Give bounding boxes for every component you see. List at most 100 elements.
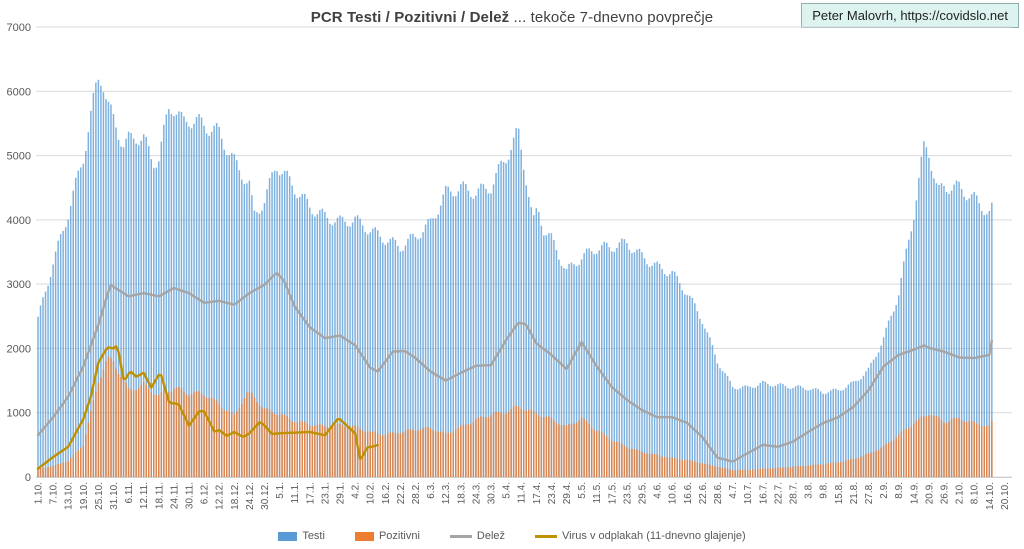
pozitivni-bar <box>57 464 59 477</box>
pozitivni-bar <box>72 454 74 477</box>
testi-bar <box>724 373 726 477</box>
pozitivni-bar <box>475 419 477 477</box>
testi-bar <box>593 254 595 477</box>
testi-bar <box>744 385 746 477</box>
pozitivni-bar <box>950 419 953 477</box>
testi-bar <box>986 214 988 477</box>
testi-bar <box>623 239 626 477</box>
pozitivni-bar <box>759 468 762 477</box>
testi-bar <box>286 170 288 477</box>
testi-bar <box>819 391 822 477</box>
pozitivni-bar <box>855 458 857 477</box>
testi-bar <box>802 387 804 477</box>
pozitivni-bar <box>774 468 777 477</box>
pozitivni-bar <box>286 416 288 477</box>
testi-bar <box>160 141 163 478</box>
testi-bar <box>726 376 729 477</box>
testi-bar <box>938 184 940 477</box>
pozitivni-bar <box>142 382 145 477</box>
testi-bar <box>847 384 850 477</box>
testi-bar <box>364 231 366 477</box>
delez-line <box>36 271 994 463</box>
testi-bar <box>241 179 243 478</box>
testi-bar <box>379 236 382 477</box>
pozitivni-bar <box>392 432 394 477</box>
pozitivni-bar <box>462 424 465 477</box>
pozitivni-bar <box>507 411 510 477</box>
pozitivni-bar <box>432 430 434 477</box>
pozitivni-bar <box>789 467 792 477</box>
pozitivni-bar <box>923 416 925 477</box>
testi-bar <box>955 180 958 477</box>
pozitivni-bar <box>100 377 102 477</box>
testi-bar <box>900 277 902 477</box>
testi-bar <box>351 222 354 477</box>
testi-bar <box>47 285 49 477</box>
testi-bar <box>203 125 205 477</box>
pozitivni-bar <box>334 424 336 477</box>
testi-bar <box>220 138 223 477</box>
pozitivni-bar <box>784 467 787 477</box>
testi-bar <box>377 230 379 477</box>
pozitivni-bar <box>533 410 535 477</box>
pozitivni-bar <box>827 463 829 477</box>
pozitivni-bar <box>626 447 628 477</box>
pozitivni-bar <box>817 464 819 477</box>
x-tick-label: 3.8. <box>804 482 815 499</box>
testi-bar <box>598 250 600 477</box>
pozitivni-bar <box>492 413 495 477</box>
testi-bar <box>628 249 631 477</box>
testi-bar <box>887 320 890 477</box>
testi-bar <box>105 99 107 477</box>
testi-bar <box>570 262 573 477</box>
testi-bar <box>588 248 590 477</box>
pozitivni-bar <box>200 393 203 477</box>
testi-bar <box>600 245 603 477</box>
testi-bar <box>666 276 668 477</box>
testi-bar <box>721 371 724 477</box>
x-axis-labels: 1.10. 7.10. 13.10. 19.10. 25.10. 31.10. 6.11. 1… <box>34 482 1011 510</box>
pozitivni-bar <box>205 397 208 477</box>
pozitivni-bar <box>641 451 643 477</box>
pozitivni-bar <box>112 361 115 477</box>
testi-bar <box>882 337 885 477</box>
testi-bar <box>59 234 62 477</box>
testi-bar <box>837 390 840 477</box>
pozitivni-bar <box>762 468 764 477</box>
pozitivni-bar <box>238 408 241 477</box>
pozitivni-bar <box>603 434 605 477</box>
x-tick-label: 8.10. <box>970 482 981 504</box>
testi-bar <box>92 92 95 478</box>
testi-bar <box>814 388 817 477</box>
pozitivni-bar <box>364 431 366 477</box>
pozitivni-bar <box>890 441 892 477</box>
testi-bar <box>158 161 160 478</box>
pozitivni-bar <box>384 435 387 477</box>
x-tick-label: 8.9. <box>894 482 905 499</box>
pozitivni-bar <box>981 426 983 477</box>
testi-bar <box>110 104 112 478</box>
x-tick-label: 11.5. <box>592 482 603 504</box>
testi-bar <box>122 147 125 477</box>
testi-bar <box>153 168 155 477</box>
pozitivni-bar <box>67 461 69 477</box>
pozitivni-bar <box>741 469 744 477</box>
pozitivni-bar <box>80 448 82 477</box>
pozitivni-bar <box>933 415 935 477</box>
pozitivni-bar <box>540 417 543 477</box>
x-tick-label: 26.9. <box>940 482 951 504</box>
testi-bar <box>64 227 67 477</box>
pozitivni-bar <box>885 444 887 477</box>
pozitivni-bar <box>563 425 565 477</box>
testi-bar <box>102 92 105 477</box>
pozitivni-bar <box>422 428 424 477</box>
pozitivni-bar <box>278 414 281 477</box>
testi-bar <box>394 239 397 477</box>
testi-bar <box>404 245 407 477</box>
pozitivni-bar <box>792 466 794 477</box>
pozitivni-bar <box>940 420 943 477</box>
pozitivni-bar <box>132 390 135 477</box>
pozitivni-bar <box>87 422 90 477</box>
testi-bar <box>897 295 900 477</box>
testi-bar <box>827 392 829 477</box>
